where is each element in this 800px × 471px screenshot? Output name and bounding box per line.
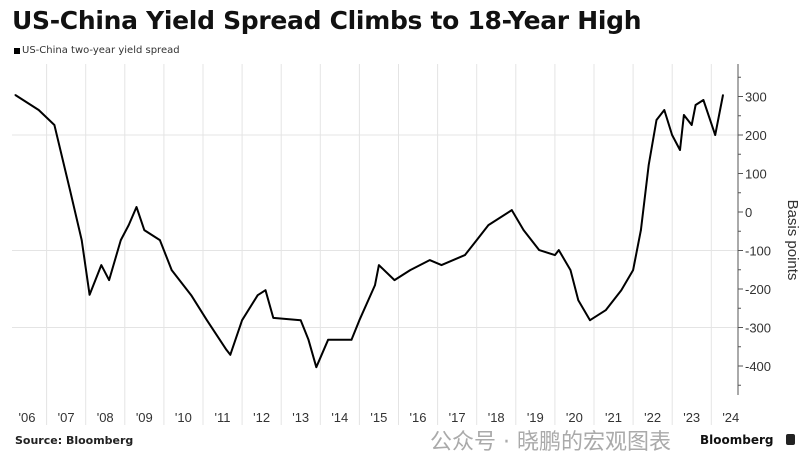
x-tick-label: '15 bbox=[370, 410, 387, 425]
data-point bbox=[655, 119, 658, 121]
data-point bbox=[694, 104, 697, 106]
x-tick-label: '24 bbox=[722, 410, 739, 425]
x-tick-label: '22 bbox=[644, 410, 661, 425]
data-point bbox=[120, 239, 122, 241]
data-point bbox=[475, 239, 478, 241]
watermark: 公众号 · 晓鹏的宏观图表 bbox=[430, 430, 671, 455]
data-point bbox=[143, 229, 146, 231]
x-tick-label: '23 bbox=[683, 410, 700, 425]
data-point bbox=[374, 284, 376, 286]
data-point bbox=[569, 269, 572, 271]
x-tick-label: '19 bbox=[527, 410, 544, 425]
source-note: Source: Bloomberg bbox=[15, 434, 134, 447]
data-point bbox=[589, 319, 591, 321]
data-point bbox=[440, 264, 443, 266]
data-point bbox=[683, 114, 685, 116]
x-tick-label: '06 bbox=[19, 410, 36, 425]
data-point bbox=[350, 339, 353, 341]
data-point bbox=[256, 294, 259, 296]
y-tick-label: -300 bbox=[745, 321, 771, 336]
data-point bbox=[229, 354, 232, 356]
data-point bbox=[241, 319, 243, 321]
data-point bbox=[225, 349, 228, 351]
chart-title: US-China Yield Spread Climbs to 18-Year … bbox=[12, 6, 642, 35]
data-point bbox=[511, 209, 513, 211]
x-tick-label: '08 bbox=[97, 410, 114, 425]
data-point bbox=[690, 124, 693, 126]
legend-swatch bbox=[14, 47, 20, 54]
data-point bbox=[127, 224, 130, 226]
x-tick-label: '07 bbox=[58, 410, 75, 425]
data-point bbox=[170, 269, 173, 271]
data-point bbox=[327, 339, 329, 341]
data-point bbox=[88, 293, 91, 296]
data-point bbox=[538, 249, 541, 251]
bloomberg-icon bbox=[786, 434, 795, 445]
x-tick-label: '21 bbox=[605, 410, 622, 425]
x-tick-label: '14 bbox=[331, 410, 348, 425]
series-line bbox=[14, 94, 724, 369]
data-point bbox=[577, 299, 580, 301]
data-point bbox=[671, 134, 673, 136]
data-point bbox=[487, 224, 490, 226]
data-point bbox=[702, 99, 705, 101]
data-point bbox=[307, 339, 310, 341]
data-point bbox=[378, 264, 380, 266]
data-point bbox=[272, 317, 275, 319]
y-tick-label: 300 bbox=[745, 90, 767, 105]
data-point bbox=[632, 269, 634, 271]
data-point bbox=[464, 254, 466, 256]
data-point bbox=[69, 189, 71, 191]
data-point bbox=[53, 124, 56, 126]
data-point bbox=[14, 94, 17, 96]
x-tick-label: '20 bbox=[566, 410, 583, 425]
y-tick-label: 200 bbox=[745, 128, 767, 143]
legend-label: US-China two-year yield spread bbox=[22, 45, 180, 56]
y-tick-label: -100 bbox=[745, 244, 771, 259]
x-tick-label: '16 bbox=[410, 410, 427, 425]
data-point bbox=[135, 206, 138, 208]
data-point bbox=[522, 229, 525, 231]
data-point bbox=[640, 229, 642, 231]
y-tick-label: 0 bbox=[745, 205, 752, 220]
data-point bbox=[100, 264, 103, 266]
data-point bbox=[108, 279, 110, 281]
data-point bbox=[409, 269, 411, 271]
data-point bbox=[620, 289, 623, 291]
data-point bbox=[358, 319, 361, 321]
y-tick-label: -200 bbox=[745, 282, 771, 297]
x-tick-label: '13 bbox=[292, 410, 309, 425]
y-axis-label: Basis points bbox=[784, 200, 800, 281]
data-point bbox=[206, 319, 208, 321]
data-point bbox=[714, 134, 716, 136]
data-point bbox=[264, 289, 267, 291]
data-point bbox=[557, 249, 560, 251]
data-point bbox=[554, 254, 556, 256]
data-point bbox=[679, 149, 681, 151]
data-point bbox=[393, 279, 396, 281]
data-point bbox=[37, 109, 40, 111]
y-tick-label: 100 bbox=[745, 167, 767, 182]
legend: US-China two-year yield spread bbox=[14, 45, 180, 56]
data-point bbox=[190, 294, 193, 296]
brand-logo: Bloomberg bbox=[700, 433, 774, 447]
data-point bbox=[722, 94, 724, 96]
x-tick-label: '11 bbox=[215, 410, 231, 425]
data-point bbox=[647, 164, 650, 166]
data-point bbox=[663, 109, 666, 111]
x-tick-label: '09 bbox=[136, 410, 153, 425]
x-tick-label: '12 bbox=[253, 410, 270, 425]
y-tick-label: -400 bbox=[745, 359, 771, 374]
data-point bbox=[315, 366, 318, 368]
x-tick-label: '17 bbox=[449, 410, 466, 425]
data-point bbox=[80, 239, 83, 241]
data-point bbox=[299, 319, 302, 321]
data-point bbox=[428, 259, 431, 261]
data-point bbox=[159, 239, 161, 241]
data-point bbox=[604, 309, 607, 311]
x-tick-label: '10 bbox=[175, 410, 192, 425]
x-tick-label: '18 bbox=[488, 410, 505, 425]
